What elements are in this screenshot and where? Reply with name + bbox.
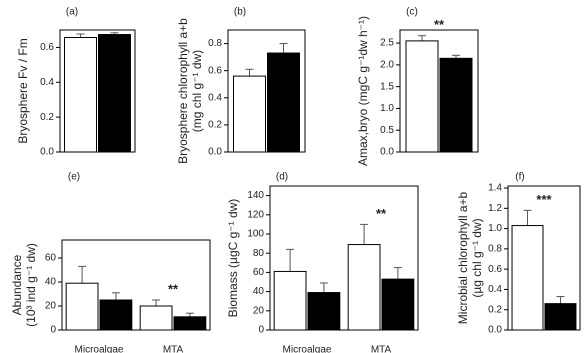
bar [139,305,173,331]
y-tick-label: 100 [247,229,264,240]
y-axis-label: Abundance [10,254,24,315]
annotation: ** [434,17,445,32]
plot-frame [61,239,211,331]
y-tick-label: 60 [253,267,265,278]
y-axis-label: (µg chl g⁻¹ dw) [470,218,484,297]
bar [267,52,300,153]
y-tick-label: 2.5 [380,38,394,49]
plot-frame [399,29,479,153]
x-tick-label: MTA [163,345,184,353]
bar [439,57,473,153]
y-tick-label: 0.6 [488,264,502,275]
y-tick-label: 2.0 [380,59,394,70]
y-axis-label: Amax,bryo (mgC g⁻¹dw h⁻¹) [356,16,370,166]
y-axis-label: Microbial chlorophyll a+b [456,191,470,324]
y-tick-label: 20 [253,305,265,316]
y-tick-label: 0.0 [208,147,222,158]
bar [544,303,577,331]
y-axis-label: (10³ ind g⁻¹ dw) [24,243,38,327]
y-tick-label: 140 [247,190,264,201]
y-tick-label: 0 [50,325,56,336]
y-tick-label: 0.8 [208,38,222,49]
y-tick-label: 60 [45,253,57,264]
y-tick-label: 0.4 [208,92,222,103]
y-tick-label: 0 [258,325,264,336]
y-tick-label: 0.2 [208,120,222,131]
annotation: ** [376,206,387,221]
y-tick-label: 1.0 [488,223,502,234]
bar [173,316,207,331]
plot-frame [59,29,136,153]
bar [233,75,266,153]
bar [273,270,307,331]
panel-label: (b) [234,7,246,18]
panel-label: (c) [406,7,418,18]
bar [307,292,341,331]
y-axis-label: Biomass (µgC g⁻¹ dw) [226,199,240,318]
y-tick-label: 0.4 [488,284,502,295]
y-tick-label: 0.0 [380,147,394,158]
bar [98,34,131,153]
panel-label: (d) [276,172,288,183]
bar [511,225,544,331]
bar [65,282,99,331]
panel-label: (f) [515,172,524,183]
panel-label: (e) [68,172,80,183]
annotation: ** [168,281,179,296]
y-tick-label: 0.5 [380,125,394,136]
plot-frame [507,185,581,331]
y-tick-label: 80 [253,248,265,259]
y-tick-label: 0.2 [488,304,502,315]
bar [405,40,439,153]
y-tick-label: 20 [45,301,57,312]
y-tick-label: 1.5 [380,81,394,92]
y-tick-label: 40 [253,286,265,297]
y-tick-label: 0.6 [40,42,54,53]
x-tick-label: Microalgae [283,345,332,353]
plot-frame [227,29,306,153]
bar [347,244,381,331]
y-axis-label: (mg chl g⁻¹ dw) [190,50,204,132]
y-tick-label: 1.4 [488,183,502,194]
y-tick-label: 0.0 [40,147,54,158]
y-tick-label: 40 [45,277,57,288]
y-tick-label: 120 [247,209,264,220]
y-tick-label: 0.0 [488,325,502,336]
y-axis-label: Bryosphere chlorophyll a+b [176,18,190,164]
x-tick-label: Microalgae [75,345,124,353]
y-axis-label: Bryosphere Fv / Fm [16,38,30,143]
y-tick-label: 1.2 [488,203,502,214]
y-tick-label: 0.2 [40,112,54,123]
y-tick-label: 1.0 [380,103,394,114]
bar [99,299,133,331]
y-tick-label: 0.4 [40,77,54,88]
plot-frame [269,185,419,331]
panel-label: (a) [66,7,78,18]
bar [64,36,97,153]
y-tick-label: 0.6 [208,65,222,76]
annotation: *** [536,192,552,207]
x-tick-label: MTA [371,345,392,353]
y-tick-label: 0.8 [488,244,502,255]
bar [381,278,415,331]
